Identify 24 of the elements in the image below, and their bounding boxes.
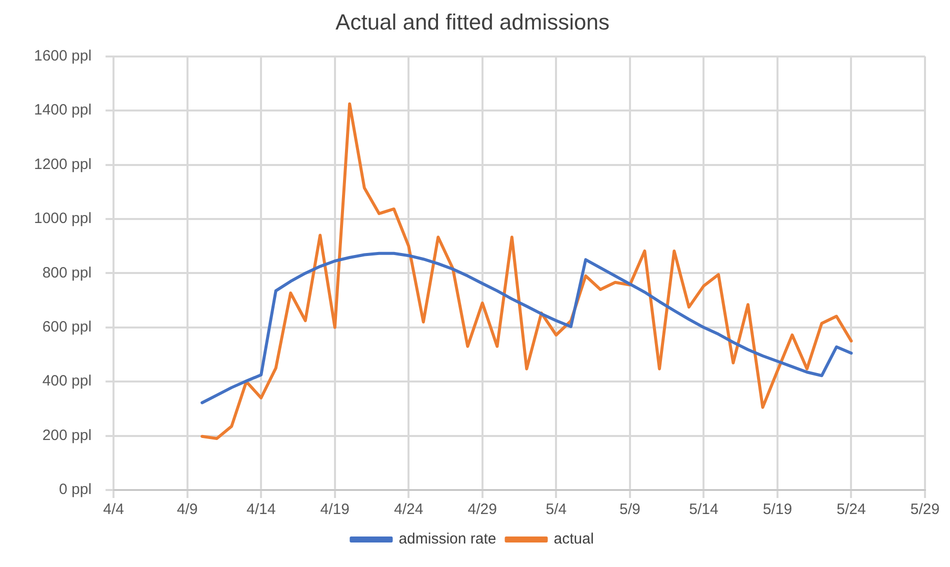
x-tick-label: 4/4 (103, 501, 124, 518)
x-tick-label: 4/19 (320, 501, 350, 518)
x-tick-label: 5/4 (546, 501, 567, 518)
y-tick-label: 200 ppl (42, 426, 92, 444)
y-tick-label: 600 ppl (42, 318, 92, 336)
x-tick-label: 5/19 (762, 501, 792, 518)
y-tick-label: 0 ppl (59, 481, 92, 498)
legend-label: actual (554, 530, 594, 548)
y-tick-label: 1200 ppl (34, 156, 92, 173)
legend-label: admission rate (398, 530, 496, 548)
y-tick-label: 1400 ppl (34, 102, 92, 119)
x-tick-label: 5/14 (689, 501, 718, 518)
x-tick-label: 4/9 (176, 501, 198, 518)
x-tick-label: 4/14 (246, 501, 276, 518)
x-tick-label: 5/9 (620, 501, 640, 518)
y-tick-label: 800 ppl (42, 264, 92, 282)
x-tick-label: 4/29 (468, 501, 497, 518)
y-tick-label: 1600 ppl (34, 48, 92, 65)
x-tick-label: 5/29 (910, 501, 940, 518)
chart-title: Actual and fitted admissions (336, 9, 610, 34)
y-tick-label: 1000 ppl (34, 210, 92, 228)
x-tick-label: 4/24 (394, 501, 424, 518)
x-tick-label: 5/24 (836, 501, 866, 518)
y-tick-label: 400 ppl (42, 372, 92, 390)
